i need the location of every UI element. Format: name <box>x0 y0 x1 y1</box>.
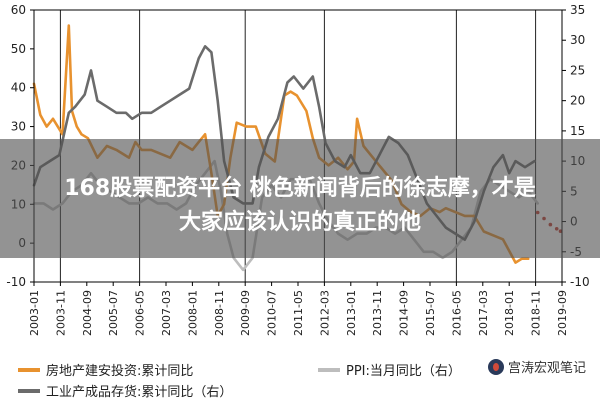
x-tick-label: 2003-01 <box>28 290 41 336</box>
y-right-tick-label: 15 <box>570 124 585 138</box>
y-right-tick-label: 20 <box>570 94 585 108</box>
overlay-banner-line-2: 大家应该认识的真正的他 <box>178 210 421 235</box>
legend-label: 工业产成品存货:累计同比（右） <box>46 385 233 400</box>
y-left-tick-label: 50 <box>11 42 26 56</box>
x-tick-label: 2017-03 <box>477 290 490 336</box>
y-right-tick-label: 25 <box>570 63 585 77</box>
x-tick-label: 2019-09 <box>556 290 569 336</box>
watermark-text: 宫涛宏观笔记 <box>507 361 586 376</box>
legend-item-construction-investment: 房地产建安投资:累计同比 <box>18 360 193 379</box>
chart-legend: 房地产建安投资:累计同比 PPI:当月同比（右） 工业产成品存货:累计同比（右） <box>0 356 600 400</box>
x-tick-label: 2013-01 <box>345 290 358 336</box>
watermark: 宫涛宏观笔记 <box>487 357 586 376</box>
y-left-tick-label: 30 <box>11 120 26 134</box>
x-tick-label: 2018-01 <box>503 290 516 336</box>
x-tick-label: 2008-11 <box>213 290 226 336</box>
legend-label: PPI:当月同比（右） <box>346 364 461 379</box>
x-tick-label: 2012-03 <box>318 290 331 336</box>
x-tick-label: 2011-05 <box>292 290 305 336</box>
x-tick-label: 2006-05 <box>134 290 147 336</box>
x-tick-label: 2008-01 <box>186 290 199 336</box>
y-left-tick-label: -10 <box>6 275 26 289</box>
legend-swatch-orange <box>18 367 40 372</box>
x-tick-label: 2003-11 <box>54 290 67 336</box>
x-tick-label: 2013-11 <box>371 290 384 336</box>
overlay-banner-line-1: 168股票配资平台 桃色新闻背后的徐志摩，才是 <box>64 176 536 201</box>
x-tick-label: 2014-09 <box>398 290 411 336</box>
y-right-tick-label: 30 <box>570 33 585 47</box>
legend-item-inventory: 工业产成品存货:累计同比（右） <box>18 381 232 400</box>
x-tick-label: 2005-07 <box>107 290 120 336</box>
x-tick-label: 2016-05 <box>450 290 463 336</box>
legend-item-ppi: PPI:当月同比（右） <box>318 360 461 379</box>
legend-label: 房地产建安投资:累计同比 <box>46 364 194 379</box>
x-tick-label: 2007-03 <box>160 290 173 336</box>
y-left-tick-label: 60 <box>11 3 26 17</box>
legend-swatch-light-gray <box>318 367 340 372</box>
overlay-banner <box>0 139 600 258</box>
x-tick-label: 2004-09 <box>81 290 94 336</box>
x-tick-label: 2010-07 <box>266 290 279 336</box>
x-tick-label: 2015-07 <box>424 290 437 336</box>
legend-swatch-dark-gray <box>18 388 40 393</box>
wechat-account-icon <box>487 358 504 375</box>
x-tick-label: 2018-11 <box>530 290 543 336</box>
y-left-tick-label: 40 <box>11 81 26 95</box>
y-right-tick-label: 35 <box>570 3 585 17</box>
x-tick-label: 2009-09 <box>239 290 252 336</box>
y-right-tick-label: -10 <box>570 275 590 289</box>
